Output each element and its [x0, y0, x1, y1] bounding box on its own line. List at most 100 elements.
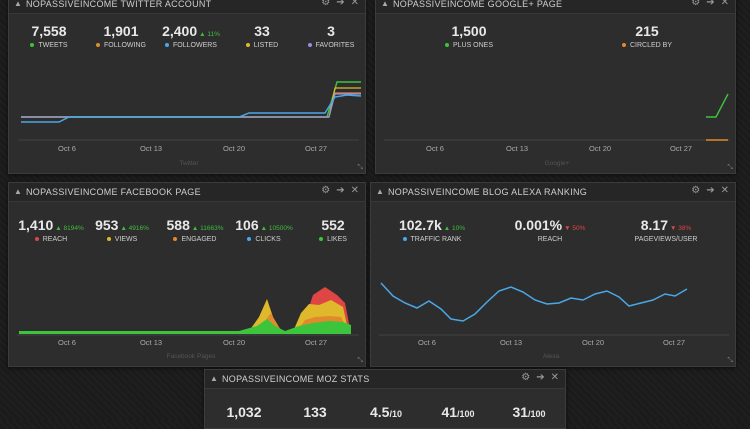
- gear-icon[interactable]: ⚙: [321, 185, 331, 196]
- legend-dot: [95, 43, 100, 48]
- collapse-icon[interactable]: ▲: [14, 187, 22, 196]
- panel-header: ▲ NOPASSIVEINCOME TWITTER ACCOUNT ⚙ ➔ ✕: [9, 0, 365, 14]
- legend-dot: [319, 237, 324, 242]
- x-tick: Oct 27: [304, 144, 328, 153]
- resize-icon[interactable]: ⤡: [727, 164, 733, 171]
- panel-title: NOPASSIVEINCOME MOZ STATS: [222, 374, 370, 384]
- stat-traffic-rank: 102.7k ▲ 10% TRAFFIC RANK: [387, 217, 477, 243]
- moz-panel: ▲ NOPASSIVEINCOME MOZ STATS ⚙ ➔ ✕ 1,032 …: [204, 369, 566, 429]
- stat-label: LISTED: [253, 42, 279, 49]
- share-icon[interactable]: ➔: [706, 185, 715, 196]
- share-icon[interactable]: ➔: [536, 372, 545, 383]
- stat-tweets: 7,558 TWEETS: [9, 23, 94, 49]
- panel-title: NOPASSIVEINCOME TWITTER ACCOUNT: [26, 0, 212, 9]
- stat-label: CIRCLED BY: [629, 42, 672, 49]
- legend-dot: [30, 43, 35, 48]
- x-tick: Oct 6: [58, 338, 76, 347]
- stat-value: 588: [166, 217, 190, 233]
- stat-plus-ones: 1,500 PLUS ONES: [424, 23, 514, 49]
- stat-value: 31: [512, 404, 529, 420]
- collapse-icon[interactable]: ▲: [381, 0, 389, 8]
- stat-value: 33: [254, 23, 270, 39]
- stat-label: FOLLOWERS: [173, 42, 217, 49]
- x-tick: Oct 27: [304, 338, 328, 347]
- stat-listed: 33 LISTED: [217, 23, 307, 49]
- source-label: Google+: [544, 160, 570, 167]
- stat-favorites: 3 FAVORITES: [286, 23, 365, 49]
- twitter-chart: [19, 81, 362, 141]
- stat-engaged: 588 ▲ 11663% ENGAGED: [150, 217, 240, 243]
- collapse-icon[interactable]: ▲: [376, 187, 384, 196]
- share-icon[interactable]: ➔: [336, 0, 345, 8]
- stat-value: 552: [321, 217, 345, 233]
- resize-icon[interactable]: ⤡: [357, 357, 363, 364]
- stat-circled-by: 215 CIRCLED BY: [602, 23, 692, 49]
- stat-unit: /100: [528, 409, 546, 419]
- x-tick: Oct 6: [418, 338, 436, 347]
- collapse-icon[interactable]: ▲: [14, 0, 22, 8]
- legend-dot: [444, 43, 449, 48]
- stat-value: 41: [441, 404, 458, 420]
- source-label: Twitter: [179, 160, 199, 167]
- panel-header: ▲ NOPASSIVEINCOME FACEBOOK PAGE ⚙ ➔ ✕: [9, 183, 365, 202]
- legend-dot: [106, 237, 111, 242]
- panel-tools: ⚙ ➔ ✕: [321, 185, 359, 196]
- x-tick: Oct 13: [505, 144, 529, 153]
- stat-clicks: 106 ▲ 10500% CLICKS: [219, 217, 309, 243]
- stat-change: ▼ 38%: [670, 225, 692, 232]
- series-tweets-line: [21, 81, 361, 118]
- panel-tools: ⚙ ➔ ✕: [521, 372, 559, 383]
- stat-change: ▲ 4916%: [120, 225, 149, 232]
- x-tick: Oct 20: [581, 338, 605, 347]
- series-followers-line: [21, 94, 362, 123]
- panel-title: NOPASSIVEINCOME GOOGLE+ PAGE: [393, 0, 563, 9]
- collapse-icon[interactable]: ▲: [210, 374, 218, 383]
- stat-label: FOLLOWING: [103, 42, 146, 49]
- close-icon[interactable]: ✕: [550, 372, 559, 383]
- facebook-chart: [17, 287, 359, 336]
- stat-value: 215: [635, 23, 659, 39]
- panel-header: ▲ NOPASSIVEINCOME GOOGLE+ PAGE ⚙ ➔ ✕: [376, 0, 735, 14]
- stat-change: ▲ 10500%: [260, 225, 293, 232]
- legend-dot: [247, 237, 252, 242]
- stat-likes: 552 LIKES: [288, 217, 365, 243]
- stat-value: 1,500: [451, 23, 487, 39]
- facebook-panel: ▲ NOPASSIVEINCOME FACEBOOK PAGE ⚙ ➔ ✕ 1,…: [8, 182, 366, 367]
- x-tick: Oct 27: [669, 144, 693, 153]
- close-icon[interactable]: ✕: [720, 0, 729, 8]
- resize-icon[interactable]: ⤡: [727, 357, 733, 364]
- stat-change: ▼ 50%: [564, 225, 586, 232]
- close-icon[interactable]: ✕: [720, 185, 729, 196]
- alexa-chart: [379, 282, 729, 336]
- moz-stat: 4.5/10: [341, 404, 431, 420]
- x-tick: Oct 6: [426, 144, 444, 153]
- stat-value: 0.001%: [514, 217, 563, 233]
- gear-icon[interactable]: ⚙: [691, 185, 701, 196]
- stat-label: LIKES: [327, 236, 347, 243]
- series-plus-ones-line: [706, 93, 729, 118]
- twitter-panel: ▲ NOPASSIVEINCOME TWITTER ACCOUNT ⚙ ➔ ✕ …: [8, 0, 366, 174]
- panel-tools: ⚙ ➔ ✕: [691, 0, 729, 8]
- legend-dot: [34, 237, 39, 242]
- moz-stat: 133: [270, 404, 360, 420]
- resize-icon[interactable]: ⤡: [357, 164, 363, 171]
- share-icon[interactable]: ➔: [336, 185, 345, 196]
- stat-value: 1,410: [18, 217, 54, 233]
- stat-label: REACH: [42, 236, 68, 243]
- stat-views: 953 ▲ 4916% VIEWS: [77, 217, 167, 243]
- share-icon[interactable]: ➔: [706, 0, 715, 8]
- legend-dot: [621, 43, 626, 48]
- stat-unit: /100: [457, 409, 475, 419]
- source-label: Facebook Pages: [166, 353, 216, 360]
- panel-title: NOPASSIVEINCOME FACEBOOK PAGE: [26, 187, 201, 197]
- gear-icon[interactable]: ⚙: [691, 0, 701, 8]
- stat-label: VIEWS: [114, 236, 138, 243]
- close-icon[interactable]: ✕: [350, 0, 359, 8]
- stat-value: 7,558: [31, 23, 67, 39]
- x-tick: Oct 20: [222, 144, 246, 153]
- close-icon[interactable]: ✕: [350, 185, 359, 196]
- gear-icon[interactable]: ⚙: [521, 372, 531, 383]
- x-tick: Oct 13: [499, 338, 523, 347]
- stat-value: 1,901: [103, 23, 139, 39]
- gear-icon[interactable]: ⚙: [321, 0, 331, 8]
